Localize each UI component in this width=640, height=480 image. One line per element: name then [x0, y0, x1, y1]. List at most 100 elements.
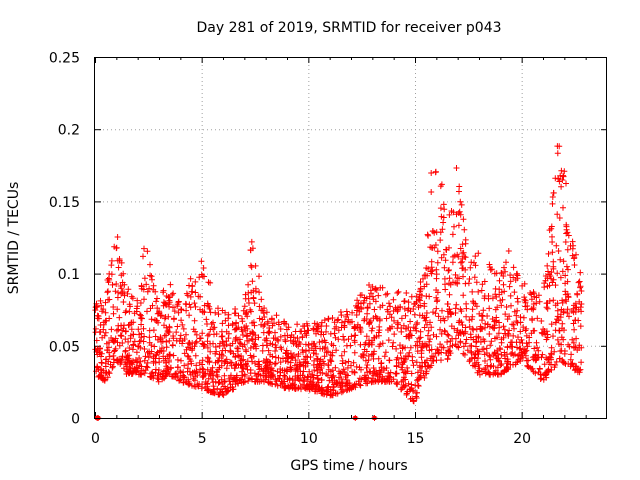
- data-point: [558, 183, 565, 190]
- data-point: [551, 348, 558, 355]
- data-point: [373, 333, 380, 340]
- data-point: [364, 362, 371, 368]
- data-point: [197, 369, 203, 376]
- data-point: [98, 353, 104, 360]
- data-point: [123, 354, 130, 361]
- data-point: [498, 351, 505, 358]
- data-point: [163, 344, 170, 351]
- data-point: [468, 348, 475, 355]
- data-point: [503, 259, 509, 266]
- data-point: [407, 318, 414, 325]
- data-point: [118, 259, 125, 266]
- data-point: [406, 349, 413, 356]
- data-point: [250, 319, 257, 326]
- data-point: [126, 345, 133, 351]
- data-point: [428, 189, 435, 195]
- data-point: [362, 357, 369, 364]
- data-point: [298, 386, 304, 393]
- data-point: [456, 275, 462, 282]
- data-point: [550, 297, 557, 304]
- data-point: [303, 320, 310, 327]
- data-point: [556, 178, 563, 185]
- data-point: [375, 292, 382, 299]
- data-point: [341, 324, 348, 331]
- data-point: [191, 317, 198, 324]
- data-point: [486, 264, 493, 271]
- data-point: [451, 325, 458, 332]
- data-point: [138, 285, 145, 292]
- data-point: [494, 364, 501, 371]
- data-point: [513, 318, 520, 325]
- data-point: [470, 336, 477, 343]
- data-point: [500, 334, 507, 341]
- data-point: [228, 359, 235, 366]
- data-point: [510, 264, 517, 271]
- data-point: [211, 390, 218, 397]
- data-point: [375, 329, 382, 336]
- data-point: [252, 262, 259, 269]
- data-point: [314, 376, 321, 383]
- data-point: [365, 374, 372, 381]
- data-point: [514, 307, 521, 314]
- data-point: [199, 361, 206, 368]
- data-point: [492, 335, 498, 342]
- data-point: [398, 315, 405, 322]
- data-point: [529, 317, 536, 324]
- data-point: [493, 318, 500, 325]
- data-point: [200, 366, 207, 373]
- data-point: [114, 257, 121, 264]
- data-point: [272, 329, 278, 336]
- data-point: [146, 285, 153, 292]
- data-point: [147, 374, 154, 380]
- data-point: [359, 351, 366, 358]
- data-point: [152, 288, 159, 295]
- data-point: [433, 229, 440, 236]
- data-point: [341, 348, 348, 355]
- data-point: [94, 351, 101, 358]
- data-point: [361, 316, 368, 322]
- data-point: [192, 289, 199, 296]
- data-point: [143, 281, 150, 288]
- data-point: [462, 254, 469, 261]
- data-point: [456, 208, 463, 215]
- data-point: [454, 343, 460, 350]
- data-point: [500, 323, 507, 330]
- data-point: [164, 353, 171, 360]
- data-point: [212, 378, 219, 385]
- data-point: [565, 266, 571, 273]
- data-point: [130, 331, 137, 338]
- data-point: [502, 311, 509, 318]
- data-point: [565, 341, 572, 348]
- data-point: [108, 335, 115, 341]
- data-point: [438, 181, 445, 188]
- data-point: [393, 370, 400, 377]
- data-point: [576, 278, 583, 285]
- data-point: [495, 330, 502, 337]
- data-point: [302, 341, 309, 348]
- data-point: [261, 321, 268, 328]
- data-point: [281, 367, 288, 374]
- data-point: [229, 322, 236, 329]
- data-point: [535, 347, 542, 354]
- data-point: [116, 356, 123, 363]
- data-point: [410, 306, 417, 312]
- data-point: [527, 290, 534, 296]
- data-point: [114, 339, 121, 346]
- data-point: [510, 332, 517, 339]
- data-point: [351, 332, 358, 339]
- data-point: [577, 323, 584, 330]
- data-point: [176, 377, 183, 384]
- data-point: [325, 315, 332, 322]
- data-point: [281, 320, 288, 327]
- data-point: [288, 366, 295, 373]
- data-point: [501, 288, 508, 295]
- data-point: [517, 328, 524, 335]
- data-point: [397, 342, 403, 349]
- data-point: [115, 264, 122, 271]
- data-point: [426, 347, 433, 354]
- data-point: [540, 326, 547, 333]
- data-point: [222, 347, 229, 354]
- data-point: [201, 273, 208, 280]
- data-point: [576, 298, 583, 305]
